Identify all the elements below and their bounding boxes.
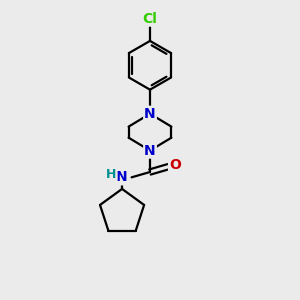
Text: N: N: [144, 144, 156, 158]
Text: H: H: [106, 169, 116, 182]
Text: Cl: Cl: [142, 12, 158, 26]
Text: N: N: [116, 170, 128, 184]
Text: N: N: [144, 107, 156, 121]
Text: O: O: [169, 158, 181, 172]
